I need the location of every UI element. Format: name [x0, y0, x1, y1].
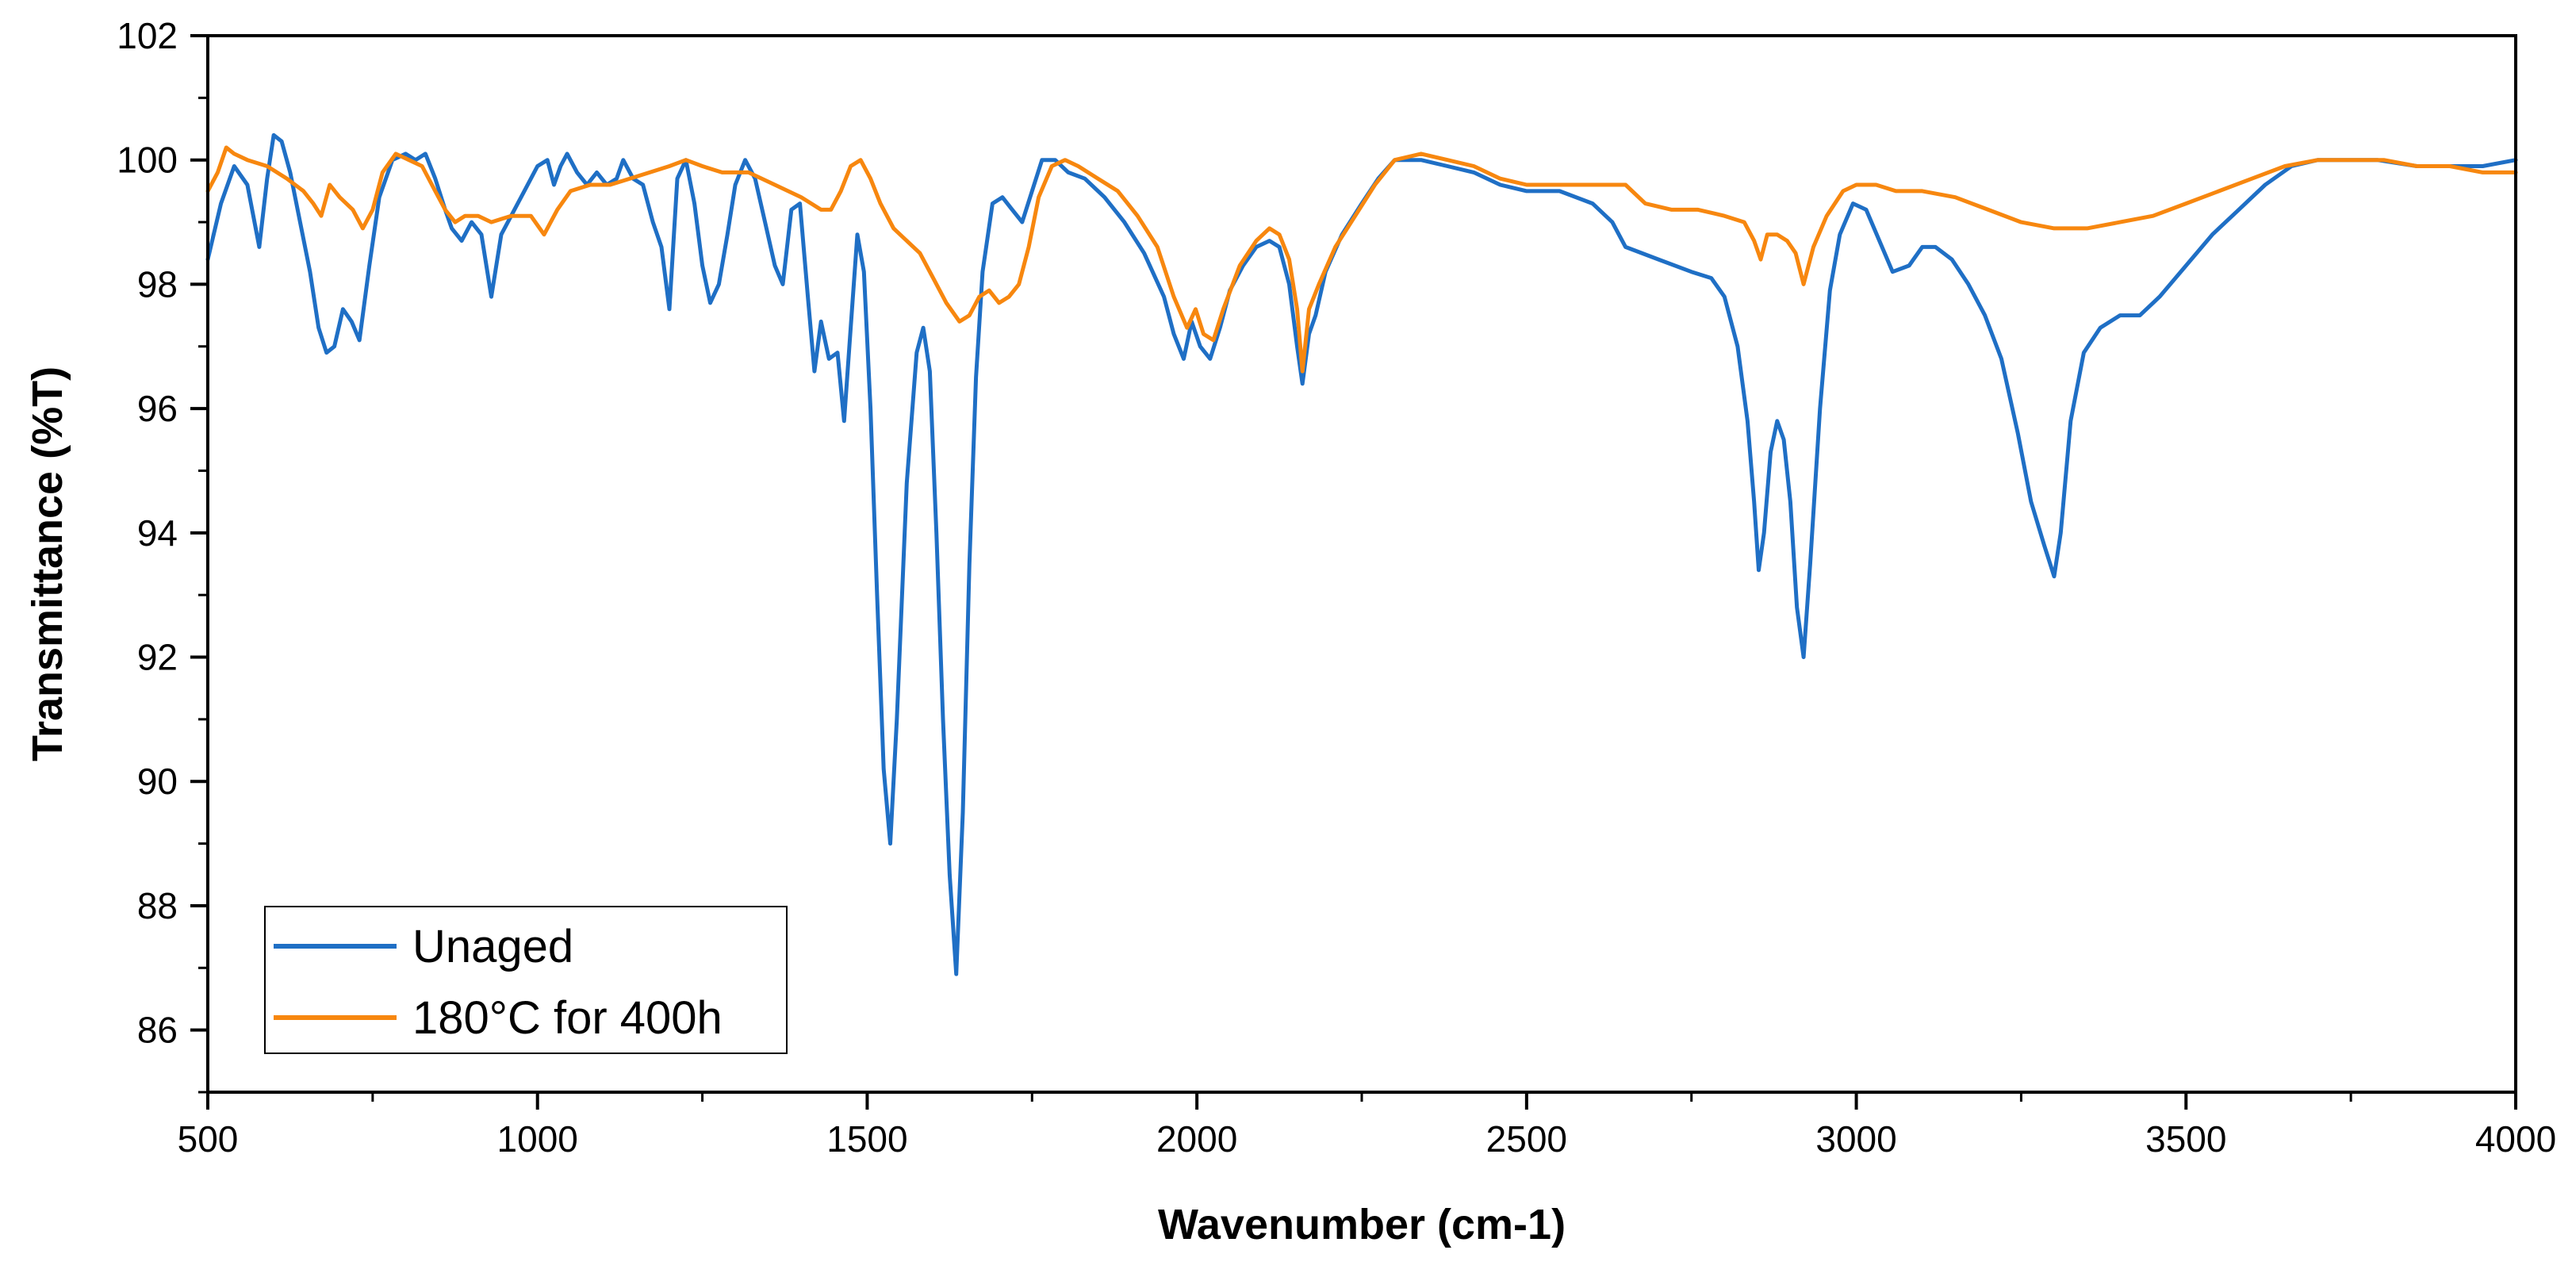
- x-tick-label: 1500: [826, 1118, 907, 1160]
- series-line-aged: [205, 145, 2518, 374]
- x-tick-label: 4000: [2475, 1118, 2556, 1160]
- legend: Unaged 180°C for 400h: [264, 906, 788, 1054]
- legend-box: [264, 906, 788, 1054]
- ticks-layer: [190, 34, 2517, 1110]
- labels-layer: 500 1000 1500 2000 2500 3000 3500 4000 86 88 90 92 9…: [117, 15, 2556, 1160]
- y-tick-label: 88: [137, 885, 178, 926]
- y-tick-label: 86: [137, 1010, 178, 1051]
- legend-label-aged: 180°C for 400h: [412, 992, 723, 1044]
- y-axis-title: Transmittance (%T): [24, 366, 71, 761]
- y-tick-label: 92: [137, 637, 178, 678]
- y-tick-label: 90: [137, 761, 178, 802]
- y-tick-label: 98: [137, 263, 178, 305]
- y-tick-label: 94: [137, 512, 178, 554]
- x-tick-label: 500: [178, 1118, 239, 1160]
- y-tick-label: 100: [117, 140, 178, 181]
- y-tick-label: 96: [137, 388, 178, 429]
- x-tick-label: 1000: [497, 1118, 578, 1160]
- legend-label-unaged: Unaged: [412, 921, 573, 972]
- x-tick-label: 2000: [1156, 1118, 1237, 1160]
- series-line-unaged: [205, 132, 2518, 976]
- y-tick-label: 102: [117, 15, 178, 56]
- x-axis-title: Wavenumber (cm-1): [1158, 1201, 1566, 1248]
- series-layer: [205, 132, 2518, 976]
- x-tick-label: 2500: [1486, 1118, 1567, 1160]
- x-tick-label: 3500: [2145, 1118, 2226, 1160]
- x-tick-label: 3000: [1815, 1118, 1896, 1160]
